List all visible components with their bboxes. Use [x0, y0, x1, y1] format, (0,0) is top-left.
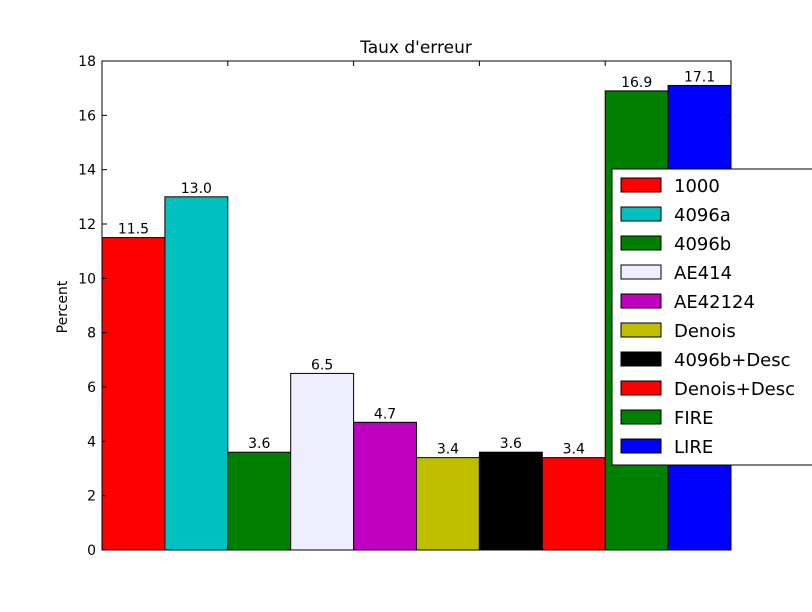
bar-denois-desc	[541, 457, 606, 551]
legend-swatch	[620, 322, 662, 338]
legend: 1000 4096a 4096b AE414 AE42124 Denois 4096b+De…	[611, 168, 812, 466]
legend-label: 1000	[674, 176, 720, 197]
legend-swatch	[620, 351, 662, 367]
legend-swatch	[620, 438, 662, 454]
data-label: 3.4	[437, 442, 459, 458]
legend-swatch	[620, 380, 662, 396]
chart-title: Taux d'erreur	[359, 38, 472, 58]
y-tick-label: 2	[87, 489, 96, 505]
data-label: 17.1	[684, 69, 715, 85]
legend-label: AE414	[674, 263, 732, 284]
data-label: 6.5	[311, 357, 333, 373]
x-axis-ticks	[227, 61, 606, 550]
legend-label: AE42124	[674, 292, 755, 313]
legend-label: FIRE	[674, 408, 714, 429]
bar-ae42124	[353, 421, 418, 551]
legend-label: 4096b+Desc	[674, 350, 791, 371]
y-axis-label: Percent	[55, 280, 71, 333]
data-label: 3.4	[563, 442, 585, 458]
legend-label: Denois+Desc	[674, 379, 795, 400]
y-tick-label: 10	[78, 271, 96, 287]
legend-swatch	[620, 293, 662, 309]
legend-label: 4096b	[674, 234, 731, 255]
y-tick-label: 12	[78, 217, 96, 233]
bar-ae414	[290, 372, 355, 551]
data-label: 16.9	[621, 75, 652, 91]
y-tick-label: 4	[87, 434, 96, 450]
legend-swatch	[620, 177, 662, 193]
bar-1000	[101, 237, 166, 551]
data-label: 4.7	[374, 406, 396, 422]
y-axis-ticks: 0 2 4 6 8 10 12 14 16 18	[78, 54, 731, 559]
y-tick-label: 6	[87, 380, 96, 396]
bar-4096a	[164, 196, 229, 551]
data-labels-group: 11.5 13.0 3.6 6.5 4.7 3.4 3.6 3.4 16.9 17.1	[118, 69, 715, 457]
y-tick-label: 8	[87, 326, 96, 342]
y-tick-label: 14	[78, 163, 96, 179]
data-label: 11.5	[118, 222, 149, 238]
bars-group	[101, 84, 732, 551]
y-tick-label: 16	[78, 108, 96, 124]
data-label: 3.6	[500, 436, 522, 452]
legend-label: 4096a	[674, 205, 731, 226]
legend-swatch	[620, 206, 662, 222]
legend-label: LIRE	[674, 437, 713, 458]
y-tick-label: 0	[87, 543, 96, 559]
legend-swatch	[620, 409, 662, 425]
data-label: 13.0	[181, 181, 212, 197]
legend-swatch	[620, 264, 662, 280]
y-tick-label: 18	[78, 54, 96, 70]
legend-swatch	[620, 235, 662, 251]
legend-label: Denois	[674, 321, 736, 342]
bar-4096b	[227, 451, 292, 551]
bar-4096b-desc	[478, 451, 543, 551]
bar-denois	[416, 457, 480, 551]
data-label: 3.6	[248, 436, 270, 452]
